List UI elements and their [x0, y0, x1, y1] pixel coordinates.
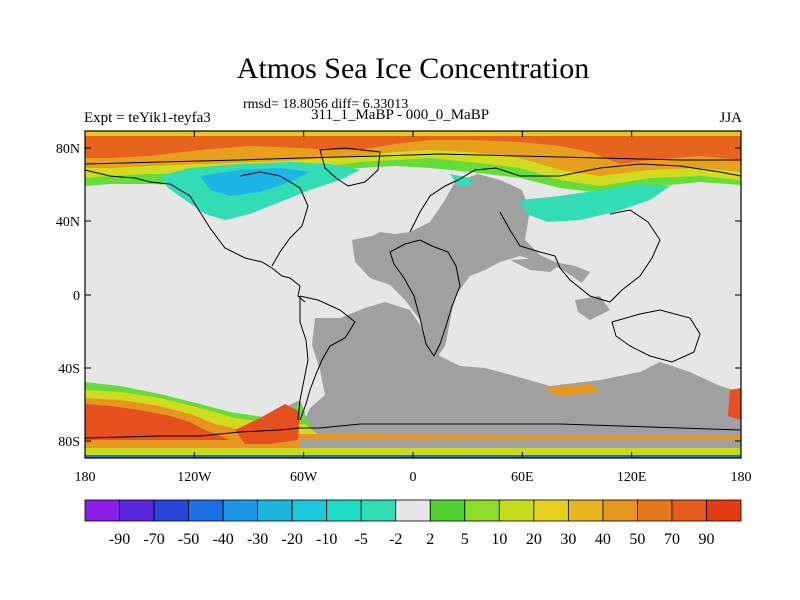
colorbar-label: -20 — [281, 531, 302, 548]
coastline-arctic-strip — [85, 153, 741, 165]
lon-tick-label: 180 — [731, 470, 752, 485]
land-mask-asia-patch — [510, 258, 560, 272]
colorbar-label: -10 — [316, 531, 337, 548]
coastline-asia-south — [499, 209, 661, 303]
colorbar-label: 30 — [560, 531, 576, 548]
colorbar-swatch — [84, 499, 120, 522]
lon-tick-label: 120E — [617, 470, 647, 485]
lat-tick-label: 80S — [58, 435, 80, 450]
latitude-axis: 80N 40N 0 40S 80S — [56, 142, 741, 450]
experiment-subtitle: 311_1_MaBP - 000_0_MaBP — [311, 107, 490, 123]
colorbar-swatch — [360, 499, 397, 522]
coastline-africa — [389, 239, 461, 357]
colorbar-swatch — [671, 499, 707, 522]
colorbar-label: 40 — [595, 531, 611, 548]
colorbar-label: 50 — [629, 531, 645, 548]
colorbar-label: 2 — [426, 531, 434, 548]
coastline-north-america-east — [239, 171, 309, 267]
longitude-axis: 180 120W 60W 0 60E 120E 180 — [75, 131, 752, 485]
colorbar-swatch — [567, 499, 604, 522]
coastlines — [85, 147, 741, 439]
colorbar-swatch — [602, 499, 638, 522]
colorbar: -90 -70 -50 -40 -30 -20 -10 -5 -2 2 5 10 20 30 40 50 70 9… — [84, 499, 742, 548]
coastline-asia — [520, 163, 741, 177]
antarctic-ice-band — [85, 382, 741, 458]
coastline-south-america — [299, 295, 356, 421]
colorbar-label: -40 — [212, 531, 233, 548]
colorbar-label: 20 — [526, 531, 542, 548]
colorbar-swatch — [637, 499, 673, 522]
lat-tick-label: 0 — [73, 289, 80, 304]
stats-subtitle: rmsd= 18.8056 diff= 6.33013 — [243, 97, 409, 112]
colorbar-label: 90 — [698, 531, 714, 548]
lon-tick-label: 60W — [290, 470, 318, 485]
negative-patch-north-pacific-core — [200, 168, 310, 196]
coastline-europe — [409, 167, 521, 233]
antarctic-patch-orange-east — [545, 384, 600, 396]
map-field — [85, 131, 741, 458]
coastline-greenland — [319, 147, 381, 187]
coastline-australia — [611, 309, 701, 363]
coastline-antarctica — [85, 423, 741, 439]
lat-tick-label: 40N — [56, 215, 80, 230]
colorbar-swatch — [153, 499, 189, 522]
colorbar-swatch — [119, 499, 155, 522]
colorbar-swatch — [291, 499, 328, 522]
colorbar-label: -2 — [389, 531, 402, 548]
colorbar-swatch — [188, 499, 224, 522]
arctic-band-red-west — [85, 131, 741, 164]
colorbar-swatch — [464, 499, 500, 522]
colorbar-swatch — [429, 499, 466, 522]
left-header: Expt = teYik1-teyfa3 — [84, 110, 211, 126]
land-mask-africa-europe — [352, 174, 590, 356]
colorbar-label: -30 — [247, 531, 268, 548]
season-label: JJA — [719, 110, 742, 126]
lat-tick-label: 40S — [58, 362, 80, 377]
lon-tick-label: 180 — [75, 470, 96, 485]
antarctic-band-red — [85, 404, 230, 440]
colorbar-label: -90 — [109, 531, 130, 548]
colorbar-label: -5 — [355, 531, 368, 548]
antarctic-mask-under-ice — [300, 440, 741, 448]
land-mask-indonesia-patch — [575, 296, 610, 320]
colorbar-swatch — [257, 499, 293, 522]
plot-title: Atmos Sea Ice Concentration — [236, 52, 590, 85]
colorbar-swatch — [222, 499, 259, 522]
colorbar-label: 70 — [664, 531, 680, 548]
colorbar-swatch — [395, 499, 431, 522]
colorbar-label: -50 — [178, 531, 199, 548]
colorbar-swatch — [706, 499, 742, 522]
coastline-north-america — [85, 169, 306, 303]
colorbar-label: 10 — [491, 531, 507, 548]
colorbar-label: 5 — [461, 531, 469, 548]
lat-tick-label: 80N — [56, 142, 80, 157]
colorbar-swatch — [533, 499, 569, 522]
negative-patch-north-atlantic — [450, 174, 472, 186]
colorbar-swatch — [326, 499, 362, 522]
colorbar-label: -70 — [143, 531, 164, 548]
colorbar-swatch — [498, 499, 535, 522]
antarctic-patch-red-weddell — [235, 404, 300, 444]
lon-tick-label: 0 — [410, 470, 417, 485]
land-mask-south-atlantic — [300, 302, 741, 448]
coastline-south-america-west — [297, 296, 309, 421]
negative-patch-siberia — [520, 184, 670, 222]
lon-tick-label: 120W — [177, 470, 212, 485]
antarctic-patch-red-east — [728, 388, 741, 420]
lon-tick-label: 60E — [511, 470, 534, 485]
